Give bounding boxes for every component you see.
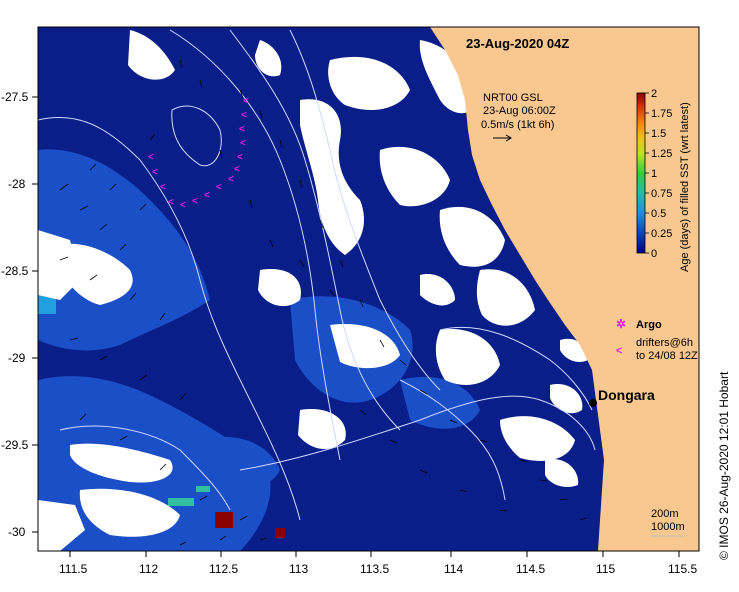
colorbar-tick: 0.75 (651, 188, 672, 200)
colorbar-label: Age (days) of filled SST (wrt latest) (679, 102, 691, 272)
axis-ticks (32, 96, 680, 557)
svg-text:<: < (237, 152, 243, 163)
svg-text:<: < (192, 196, 198, 207)
depth-contour-legend: 200m 1000m (651, 508, 685, 537)
platform-legend: ✲ Argo < drifters@6h to 24/08 12Z (616, 317, 698, 362)
dongara-marker (589, 399, 597, 407)
drifter-tracks: <<< <<< <<< <<< <<< (148, 96, 249, 211)
argo-icon: ✲ (616, 317, 626, 331)
svg-text:<: < (168, 197, 174, 208)
current-legend-time: 23-Aug 06:00Z (483, 105, 556, 117)
x-tick-label: 113.5 (360, 562, 389, 576)
colorbar-tick: 1.5 (651, 128, 666, 140)
x-tick-label: 114.5 (516, 562, 545, 576)
y-tick-label: -27.5 (1, 90, 29, 104)
svg-text:<: < (152, 167, 158, 178)
map-plot-area: <<< <<< <<< <<< <<< (38, 27, 699, 551)
x-tick-label: 111.5 (59, 562, 88, 576)
colorbar-tick: 0 (651, 248, 657, 260)
colorbar-tick: 0.5 (651, 208, 666, 220)
colorbar-tick: 0.25 (651, 228, 672, 240)
y-tick-label: -30 (8, 525, 26, 539)
y-tick-label: -28 (8, 177, 26, 191)
y-axis-labels: -27.5 -28 -28.5 -29 -29.5 -30 (1, 90, 29, 539)
x-tick-label: 112.5 (209, 562, 238, 576)
svg-text:<: < (234, 164, 240, 175)
dongara-label: Dongara (598, 387, 655, 403)
sst-red-patches (215, 512, 285, 538)
colorbar-tick: 1.75 (651, 108, 672, 120)
svg-text:<: < (239, 124, 245, 135)
current-arrows (59, 59, 587, 546)
colorbar-gradient (636, 92, 646, 254)
svg-text:<: < (204, 190, 210, 201)
current-scale-arrow (493, 134, 512, 142)
current-legend-scale: 0.5m/s (1kt 6h) (481, 119, 554, 131)
svg-text:<: < (241, 110, 247, 121)
map-frame (37, 26, 700, 552)
svg-text:<: < (216, 182, 222, 193)
depth-200m-label: 200m (651, 508, 679, 520)
colorbar-tick: 2 (651, 88, 657, 100)
argo-legend-label: Argo (636, 319, 662, 331)
svg-text:<: < (240, 138, 246, 149)
depth-1000m-label: 1000m (651, 521, 685, 533)
land-mass (430, 27, 699, 551)
svg-text:<: < (228, 174, 234, 185)
svg-text:<: < (180, 200, 186, 211)
drifter-legend-line1: drifters@6h (636, 337, 693, 349)
svg-text:<: < (243, 96, 249, 107)
colorbar: 2 1.75 1.5 1.25 1 0.75 0.5 0.25 0 Age (d… (636, 88, 691, 272)
colorbar-tick: 1 (651, 168, 657, 180)
bathymetry-contours (38, 29, 596, 521)
x-axis-labels: 111.5 112 112.5 113 113.5 114 114.5 115 … (59, 562, 697, 576)
drifter-legend-line2: to 24/08 12Z (636, 350, 698, 362)
current-legend-source: NRT00 GSL (483, 92, 543, 104)
y-tick-label: -28.5 (1, 264, 29, 278)
x-tick-label: 115 (596, 562, 615, 576)
drifter-icon: < (616, 345, 622, 357)
y-tick-label: -29 (8, 351, 26, 365)
credit-text: © IMOS 26-Aug-2020 12:01 Hobart (717, 371, 731, 560)
colorbar-tick: 1.25 (651, 148, 672, 160)
x-tick-label: 114 (444, 562, 463, 576)
y-tick-label: -29.5 (1, 438, 29, 452)
svg-text:<: < (148, 152, 154, 163)
x-tick-label: 112 (139, 562, 158, 576)
svg-text:<: < (160, 182, 166, 193)
current-legend: NRT00 GSL 23-Aug 06:00Z 0.5m/s (1kt 6h) (481, 92, 556, 142)
x-tick-label: 113 (289, 562, 308, 576)
map-title: 23-Aug-2020 04Z (466, 36, 569, 51)
x-tick-label: 115.5 (668, 562, 697, 576)
